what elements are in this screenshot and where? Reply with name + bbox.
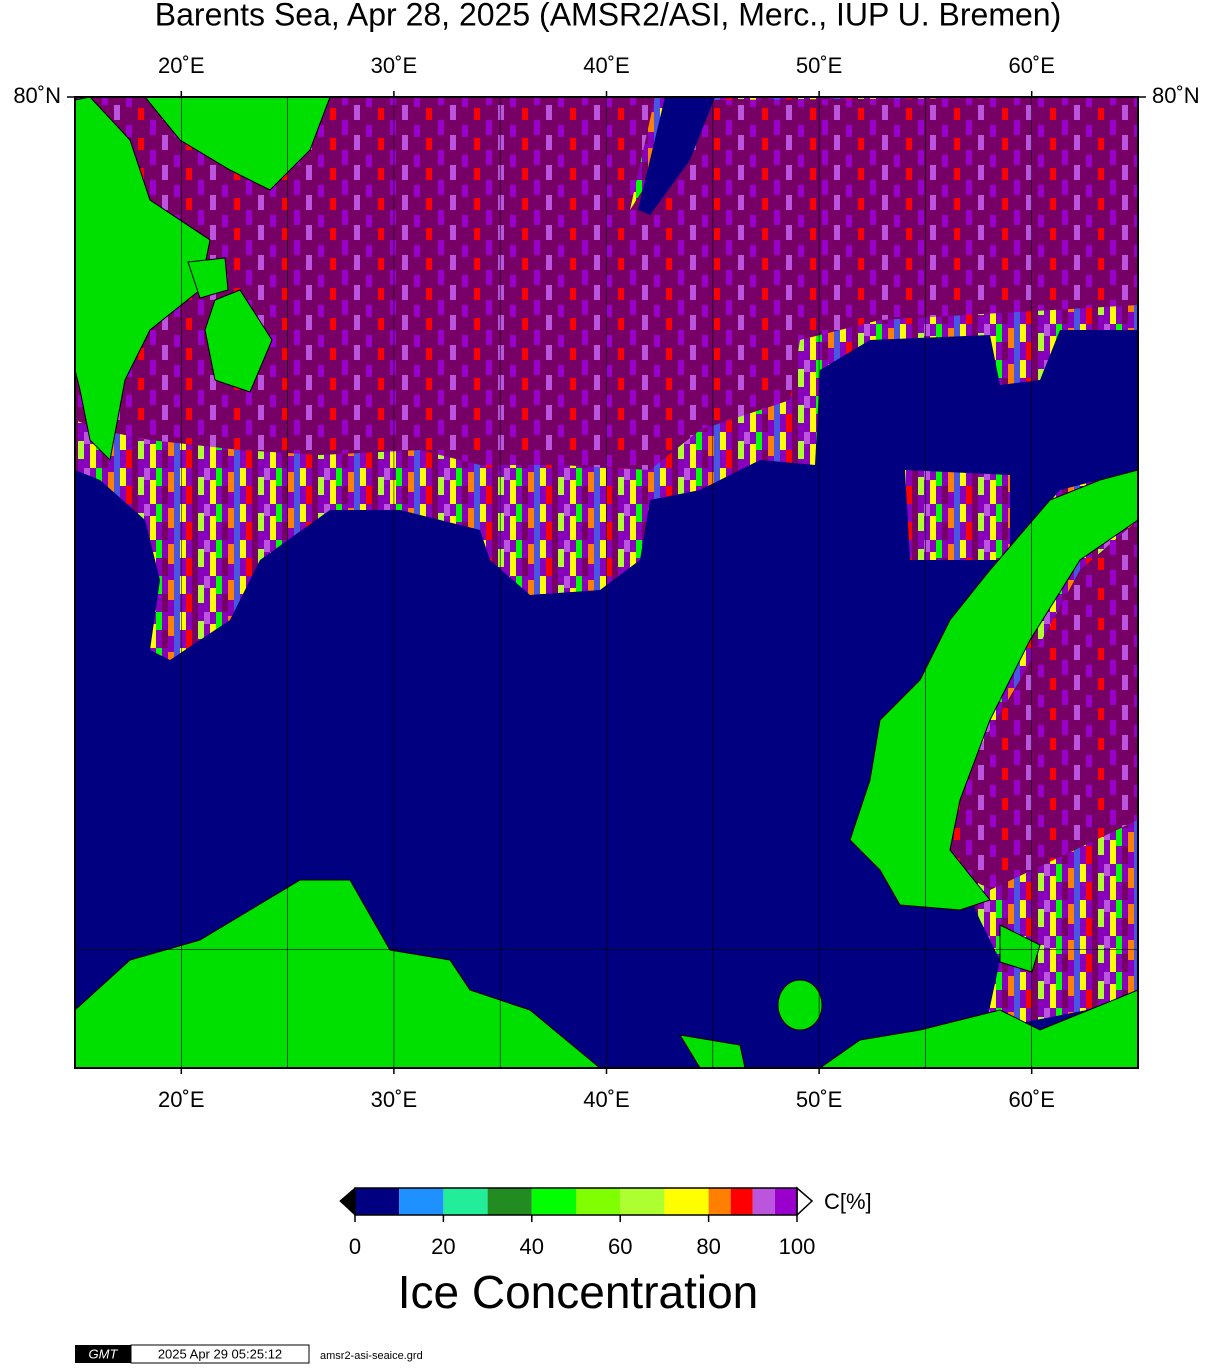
pack-ice xyxy=(940,520,1138,890)
colorbar-segment xyxy=(620,1188,665,1215)
colorbar-segment xyxy=(531,1188,576,1215)
source-file: amsr2-asi-seaice.grd xyxy=(320,1350,423,1362)
land xyxy=(187,257,229,299)
colorbar-segment xyxy=(443,1188,488,1215)
colorbar-segment xyxy=(730,1188,753,1215)
colorbar-segment xyxy=(576,1188,621,1215)
x-tick-label: 60˚E xyxy=(1008,1087,1054,1112)
land xyxy=(204,289,273,393)
x-tick-label: 50˚E xyxy=(796,1087,842,1112)
x-tick-label: 50˚E xyxy=(796,53,842,78)
land xyxy=(74,96,211,462)
colorbar-segment xyxy=(752,1188,775,1215)
land xyxy=(777,979,823,1031)
x-tick-label: 40˚E xyxy=(583,1087,629,1112)
x-tick-label: 20˚E xyxy=(158,1087,204,1112)
logo-box xyxy=(75,1345,131,1363)
marginal-ice xyxy=(905,470,1010,560)
x-tick-label: 60˚E xyxy=(1008,53,1054,78)
colorbar-frame xyxy=(354,1187,798,1216)
colorbar-tick-label: 20 xyxy=(431,1234,455,1259)
colorbar-segment xyxy=(774,1188,797,1215)
colorbar-over xyxy=(796,1186,814,1217)
timestamp: 2025 Apr 29 05:25:12 xyxy=(158,1346,282,1361)
map-area xyxy=(74,96,1139,1069)
colorbar-tick-label: 0 xyxy=(349,1234,361,1259)
land xyxy=(74,879,602,1069)
y-tick-label: 80˚N xyxy=(13,83,61,108)
x-tick-label: 30˚E xyxy=(371,1087,417,1112)
colorbar-tick-label: 40 xyxy=(520,1234,544,1259)
x-tick-label: 20˚E xyxy=(158,53,204,78)
colorbar-under xyxy=(339,1186,356,1217)
colorbar-unit: C[%] xyxy=(824,1189,872,1214)
colorbar-tick-label: 60 xyxy=(608,1234,632,1259)
colorbar-tick-label: 100 xyxy=(779,1234,816,1259)
logo: GMT xyxy=(89,1346,119,1361)
colorbar-tick-label: 80 xyxy=(696,1234,720,1259)
timestamp-box xyxy=(130,1344,310,1364)
colorbar-label: Ice Concentration xyxy=(398,1266,759,1318)
x-tick-label: 40˚E xyxy=(583,53,629,78)
colorbar-segment xyxy=(355,1188,400,1215)
x-tick-label: 30˚E xyxy=(371,53,417,78)
open-water xyxy=(638,97,715,215)
colorbar-segment xyxy=(708,1188,731,1215)
y-tick-label: 80˚N xyxy=(1152,83,1200,108)
colorbar-segment xyxy=(487,1188,532,1215)
colorbar-segment xyxy=(664,1188,709,1215)
colorbar-segment xyxy=(399,1188,444,1215)
map-title: Barents Sea, Apr 28, 2025 (AMSR2/ASI, Me… xyxy=(155,0,1061,32)
land xyxy=(849,469,1139,911)
